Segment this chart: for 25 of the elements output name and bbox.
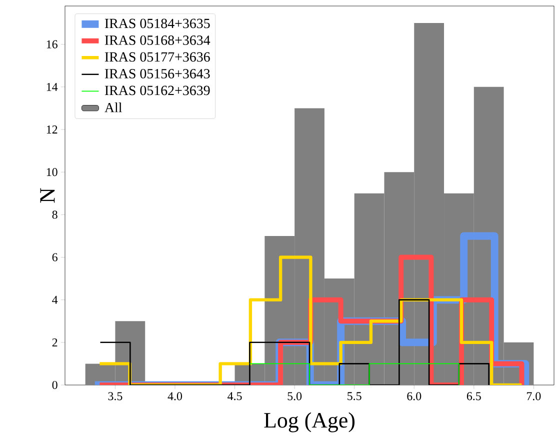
x-tick-label: 4.0 xyxy=(168,392,182,400)
x-tick-label: 5.0 xyxy=(288,392,302,400)
y-tick-label: 2 xyxy=(52,338,58,346)
y-tick-label: 14 xyxy=(46,82,58,91)
legend-label: IRAS 05177+3636 xyxy=(104,52,210,62)
y-tick-label: 6 xyxy=(52,253,58,262)
x-tick-label: 6.0 xyxy=(407,392,422,400)
x-tick-label: 3.5 xyxy=(108,392,122,400)
x-tick-label: 7.0 xyxy=(526,392,541,400)
legend-label: IRAS 05156+3643 xyxy=(104,69,210,78)
y-tick-label: 16 xyxy=(46,40,58,48)
legend-label: IRAS 05162+3639 xyxy=(104,86,210,96)
x-tick-label: 5.5 xyxy=(348,392,362,400)
legend-label: All xyxy=(104,102,122,112)
y-tick-label: 8 xyxy=(52,210,58,219)
x-tick-label: 6.5 xyxy=(466,392,481,400)
y-tick-label: 10 xyxy=(46,168,58,176)
legend-label: IRAS 05168+3634 xyxy=(104,36,210,45)
x-axis-title: Log (Age) xyxy=(264,412,354,432)
y-axis-title: N xyxy=(40,188,55,203)
legend-label: IRAS 05184+3635 xyxy=(104,18,210,28)
y-tick-label: 12 xyxy=(46,126,58,134)
x-tick-label: 4.5 xyxy=(228,392,242,400)
y-tick-label: 4 xyxy=(52,296,58,304)
y-tick-label: 0 xyxy=(52,380,58,390)
